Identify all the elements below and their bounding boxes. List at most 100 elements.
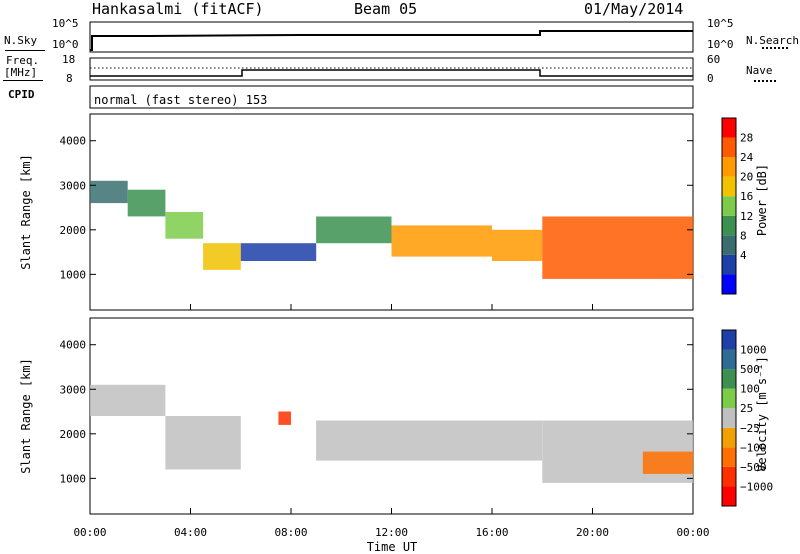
x-tick-label-2: 08:00	[274, 526, 307, 539]
power-band-4	[240, 243, 317, 261]
x-tick-label-5: 20:00	[576, 526, 609, 539]
power-panel: 4000 3000 2000 1000	[60, 113, 694, 311]
station-title: Hankasalmi (fitACF)	[92, 0, 264, 18]
velocity-panel: 4000 3000 2000 1000	[60, 317, 694, 515]
power-cbar-swatch-6	[722, 157, 736, 177]
power-band-8	[542, 216, 694, 279]
x-tick-label-6: 00:00	[676, 526, 709, 539]
velocity-bands	[90, 384, 694, 483]
velocity-cbar-tick-2: 100	[740, 383, 760, 396]
velocity-cbar-tick-4: −25	[740, 422, 760, 435]
velocity-band-5	[642, 451, 694, 474]
x-tick-label-1: 04:00	[174, 526, 207, 539]
x-tick-label-0: 00:00	[73, 526, 106, 539]
velocity-cbar-tick-3: 25	[740, 402, 753, 415]
x-ticks: 00:00 04:00 08:00 12:00 16:00 20:00 00:00	[73, 304, 710, 539]
velocity-cbar-tick-1: 500	[740, 363, 760, 376]
nave-legend-line	[754, 80, 776, 82]
power-cbar-swatch-3	[722, 215, 736, 236]
power-band-0	[90, 180, 128, 204]
power-band-5	[316, 216, 392, 244]
date-title: 01/May/2014	[584, 0, 684, 18]
beam-title: Beam 05	[354, 0, 418, 18]
velocity-band-0	[90, 384, 166, 416]
power-cbar-tick-0: 28	[740, 132, 753, 145]
power-ytick-label-2: 2000	[60, 224, 87, 237]
power-cbar-swatch-0	[722, 274, 736, 294]
power-cbar-swatch-7	[722, 137, 736, 158]
nave-label: Nave	[746, 64, 773, 77]
noise-left-tick-bottom: 10^0	[52, 38, 79, 51]
velocity-cbar-swatch-0	[722, 486, 736, 506]
x-axis-label: Time UT	[367, 540, 418, 554]
x-tick-label-4: 16:00	[475, 526, 508, 539]
power-bands	[90, 180, 694, 279]
velocity-colorbar: 1000 500 100 25 −25 −100 −500 −1000	[721, 329, 773, 507]
nsky-underline	[5, 50, 45, 51]
velocity-cbar-swatch-1	[722, 466, 736, 487]
cpid-panel-frame	[89, 85, 694, 109]
velocity-cbar-tick-7: −1000	[740, 480, 773, 493]
power-ytick-label-1: 3000	[60, 179, 87, 192]
noise-panel-frame	[89, 21, 694, 53]
power-cbar-tick-1: 24	[740, 151, 754, 164]
velocity-ytick-label-0: 4000	[60, 339, 87, 352]
freq-underline	[3, 80, 43, 81]
velocity-cbar-tick-0: 1000	[740, 344, 767, 357]
power-cbar-swatch-1	[722, 254, 736, 275]
velocity-cbar-tick-6: −500	[740, 461, 767, 474]
velocity-cbar-swatch-7	[722, 349, 736, 370]
velocity-cbar-swatch-6	[722, 369, 736, 389]
velocity-ytick-label-1: 3000	[60, 383, 87, 396]
power-cbar-tick-6: 4	[740, 249, 747, 262]
power-colorbar: 28 24 20 16 12 8 4	[721, 117, 754, 295]
nave-right-tick-top: 60	[707, 53, 721, 66]
velocity-ytick-label-3: 1000	[60, 472, 87, 485]
nsearch-label: N.Search	[746, 34, 799, 47]
velocity-cbar-swatch-5	[722, 388, 736, 409]
power-cbar-swatch-8	[722, 118, 736, 138]
power-ylabel: Slant Range [km]	[19, 154, 33, 270]
velocity-yticks: 4000 3000 2000 1000	[60, 339, 693, 485]
velocity-ylabel: Slant Range [km]	[19, 358, 33, 474]
power-ytick-label-3: 1000	[60, 268, 87, 281]
velocity-cbar-swatch-3	[722, 427, 736, 448]
power-ytick-label-0: 4000	[60, 135, 87, 148]
x-tick-label-3: 12:00	[375, 526, 408, 539]
power-cbar-tick-4: 12	[740, 210, 753, 223]
power-cbar-swatch-4	[722, 196, 736, 216]
power-band-7	[492, 229, 543, 261]
noise-sky-line	[90, 30, 693, 51]
nave-right-tick-bottom: 0	[707, 72, 714, 85]
power-cbar-swatch-5	[722, 176, 736, 197]
cpid-label: CPID	[8, 88, 35, 101]
power-band-2	[165, 212, 204, 239]
freq-left-tick-bottom: 8	[66, 72, 73, 85]
freq-line	[90, 69, 693, 77]
nsearch-legend-line	[762, 47, 788, 49]
freq-label: Freq.	[6, 54, 40, 67]
power-cbar-swatch-2	[722, 235, 736, 255]
nsky-label: N.Sky	[4, 34, 38, 47]
velocity-cbar-swatch-2	[722, 447, 736, 467]
power-band-3	[203, 243, 241, 270]
velocity-colorbar-label: Velocity [m s⁻¹]	[755, 356, 769, 472]
velocity-band-3	[316, 420, 543, 461]
velocity-cbar-swatch-4	[722, 408, 736, 428]
power-cbar-tick-2: 20	[740, 171, 753, 184]
power-colorbar-label: Power [dB]	[755, 164, 769, 236]
noise-right-tick-bottom: 10^0	[707, 38, 734, 51]
power-cbar-frame	[721, 117, 737, 295]
velocity-band-1	[165, 416, 241, 470]
noise-left-tick-top: 10^5	[52, 17, 79, 30]
power-cbar-tick-3: 16	[740, 190, 753, 203]
freq-left-tick-top: 18	[62, 53, 76, 66]
noise-right-tick-top: 10^5	[707, 17, 734, 30]
velocity-ytick-label-2: 2000	[60, 428, 87, 441]
cpid-text: normal (fast stereo) 153	[94, 93, 268, 107]
power-band-1	[127, 189, 166, 217]
freq-panel-frame	[89, 57, 694, 81]
power-yticks: 4000 3000 2000 1000	[60, 135, 693, 281]
velocity-cbar-frame	[721, 329, 737, 507]
